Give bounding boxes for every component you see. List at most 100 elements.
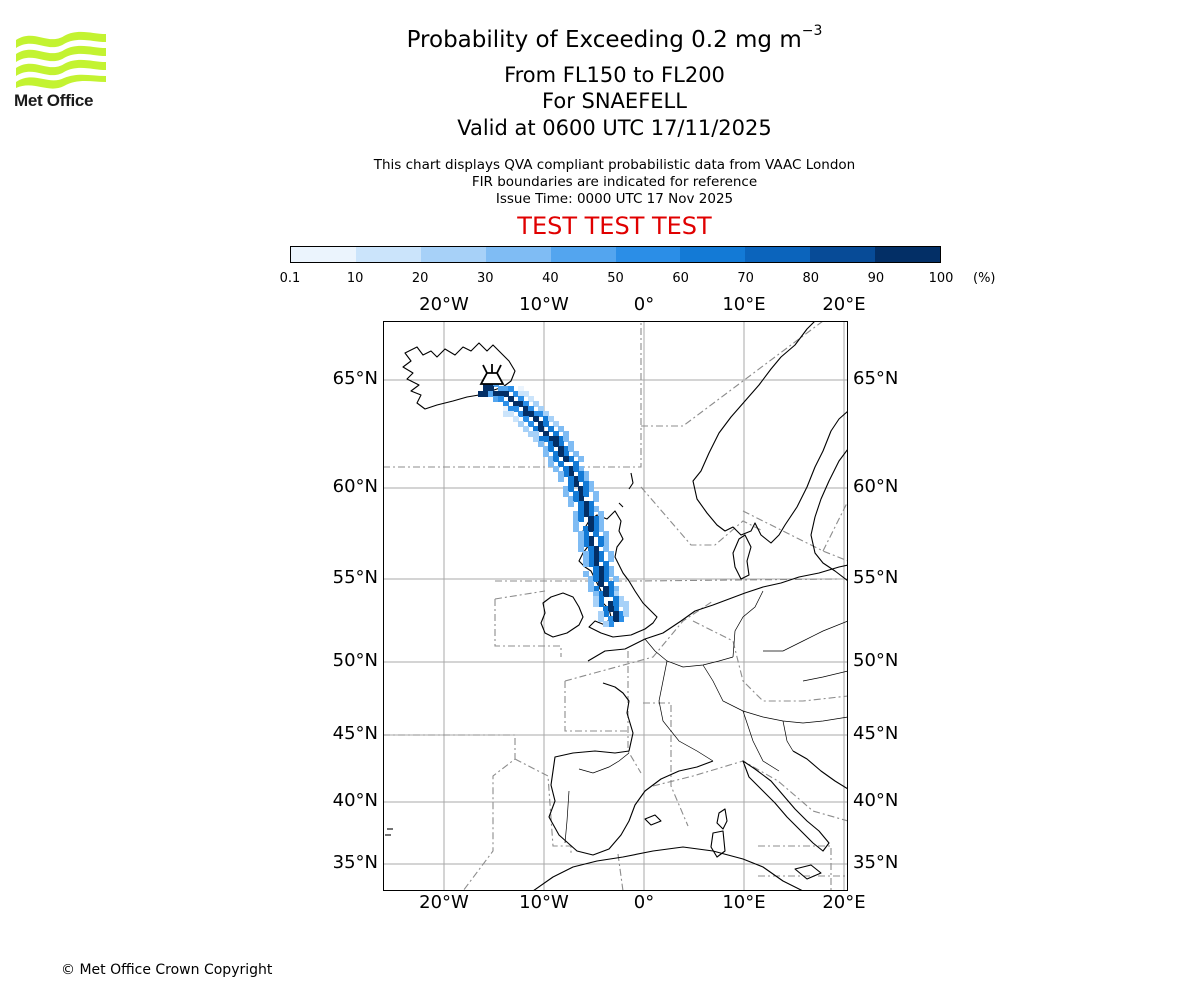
plume-cell — [513, 401, 519, 407]
colorbar-unit: (%) — [973, 271, 996, 286]
plume-cell — [483, 391, 489, 397]
plume-cell — [573, 451, 579, 457]
latitude-label: 35°N — [332, 852, 378, 873]
plume-cell — [593, 571, 599, 577]
plume-cell — [588, 536, 594, 542]
plume-cell — [588, 511, 594, 517]
plume-cell — [618, 601, 624, 607]
ash-probability-map — [383, 321, 848, 891]
latitude-label: 65°N — [853, 368, 899, 389]
plume-cell — [563, 491, 569, 497]
longitude-label: 20°E — [822, 892, 866, 913]
latitude-label: 65°N — [332, 368, 378, 389]
plume-cell — [523, 411, 529, 417]
plume-cell — [548, 441, 554, 447]
plume-cell — [593, 551, 599, 557]
plume-cell — [538, 411, 544, 417]
plume-cell — [598, 581, 604, 587]
plume-cell — [618, 596, 624, 602]
plume-cell — [613, 616, 619, 622]
plume-cell — [603, 546, 609, 552]
plume-cell — [598, 536, 604, 542]
plume-cell — [598, 521, 604, 527]
plume-cell — [608, 586, 614, 592]
plume-cell — [573, 516, 579, 522]
plume-cell — [483, 386, 489, 392]
colorbar-swatch — [420, 247, 486, 262]
plume-cell — [538, 426, 544, 432]
plume-cell — [583, 531, 589, 537]
plume-cell — [563, 486, 569, 492]
plume-cell — [568, 501, 574, 507]
plume-cell — [603, 576, 609, 582]
plume-cell — [548, 426, 554, 432]
plume-cell — [573, 476, 579, 482]
ash-plume — [478, 381, 629, 627]
plume-cell — [613, 611, 619, 617]
plume-cell — [553, 421, 559, 427]
latitude-label: 50°N — [853, 650, 899, 671]
plume-cell — [538, 441, 544, 447]
plume-cell — [578, 511, 584, 517]
chart-title-main: Probability of Exceeding 0.2 mg m — [406, 27, 802, 53]
plume-cell — [548, 461, 554, 467]
volcano-marker-icon — [479, 364, 505, 385]
plume-cell — [583, 551, 589, 557]
plume-cell — [603, 566, 609, 572]
plume-cell — [498, 386, 504, 392]
plume-cell — [593, 576, 599, 582]
latitude-label: 45°N — [853, 723, 899, 744]
plume-cell — [513, 416, 519, 422]
plume-cell — [593, 531, 599, 537]
plume-cell — [573, 521, 579, 527]
plume-cell — [518, 386, 524, 392]
plume-cell — [553, 466, 559, 472]
plume-cell — [563, 471, 569, 477]
plume-cell — [608, 621, 614, 627]
plume-cell — [493, 391, 499, 397]
copyright-notice: © Met Office Crown Copyright — [61, 962, 273, 978]
plume-cell — [608, 556, 614, 562]
plume-cell — [578, 491, 584, 497]
latitude-label: 60°N — [853, 476, 899, 497]
plume-cell — [543, 421, 549, 427]
longitude-label: 10°E — [722, 892, 766, 913]
plume-cell — [598, 591, 604, 597]
plume-cell — [503, 406, 509, 412]
plume-cell — [623, 606, 629, 612]
plume-cell — [538, 406, 544, 412]
plume-cell — [503, 411, 509, 417]
plume-cell — [528, 406, 534, 412]
plume-cell — [568, 496, 574, 502]
colorbar — [290, 246, 941, 263]
plume-cell — [613, 606, 619, 612]
plume-cell — [583, 481, 589, 487]
plume-cell — [578, 476, 584, 482]
issue-time: Issue Time: 0000 UTC 17 Nov 2025 — [495, 191, 734, 207]
chart-title: Probability of Exceeding 0.2 mg m−3 — [0, 23, 1200, 53]
plume-cell — [598, 551, 604, 557]
plume-cell — [573, 481, 579, 487]
plume-cell — [593, 596, 599, 602]
colorbar-tick-label: 50 — [607, 271, 624, 286]
plume-cell — [583, 556, 589, 562]
plume-cell — [588, 521, 594, 527]
colorbar-tick-label: 0.1 — [279, 271, 301, 286]
plume-cell — [573, 466, 579, 472]
plume-cell — [548, 446, 554, 452]
colorbar-swatch — [615, 247, 681, 262]
plume-cell — [583, 476, 589, 482]
test-banner: TEST TEST TEST — [517, 212, 712, 240]
longitude-label: 0° — [633, 294, 655, 315]
plume-cell — [583, 501, 589, 507]
latitude-label: 55°N — [853, 567, 899, 588]
longitude-label: 10°E — [722, 294, 766, 315]
info-line-2: FIR boundaries are indicated for referen… — [471, 174, 758, 190]
plume-cell — [543, 416, 549, 422]
plume-cell — [593, 586, 599, 592]
plume-cell — [583, 491, 589, 497]
latitude-label: 40°N — [853, 790, 899, 811]
plume-cell — [593, 546, 599, 552]
plume-cell — [558, 436, 564, 442]
plume-cell — [578, 471, 584, 477]
